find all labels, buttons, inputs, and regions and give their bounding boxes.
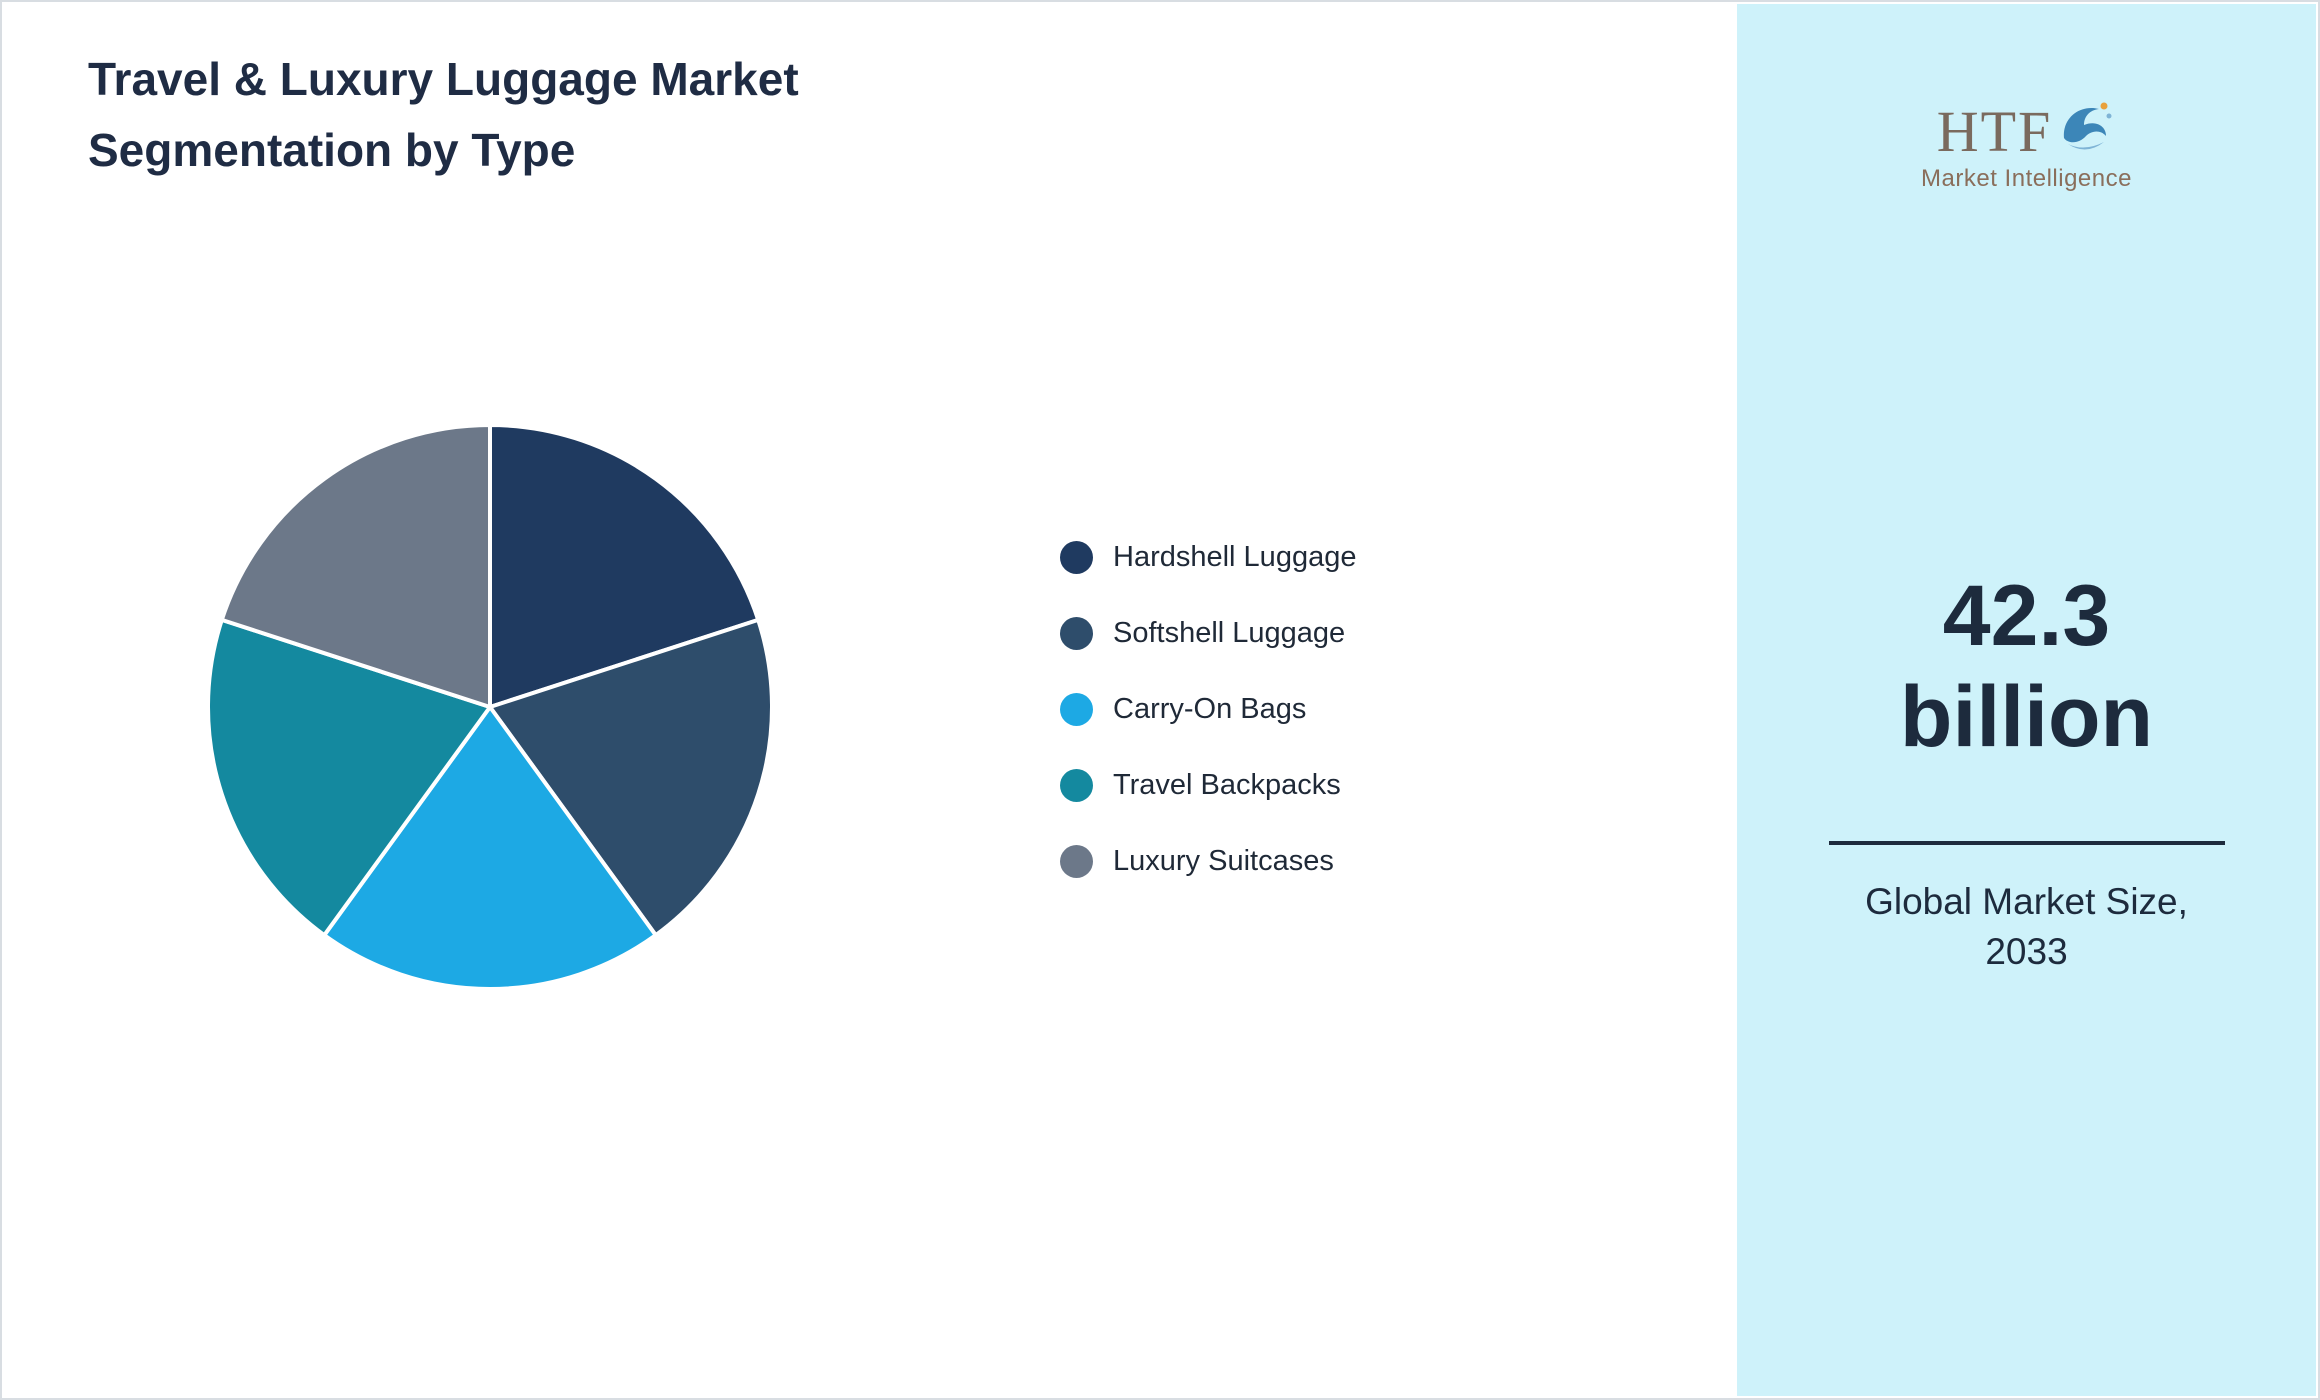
side-panel: HTF Market Intelligence 42.3 billion <box>1737 4 2316 1396</box>
legend-item: Hardshell Luggage <box>1060 540 1356 574</box>
legend-label: Luxury Suitcases <box>1113 844 1334 877</box>
pie-slice-3 <box>206 617 492 938</box>
legend-item: Softshell Luggage <box>1060 616 1356 650</box>
legend-label: Hardshell Luggage <box>1113 540 1357 573</box>
chart-legend: Hardshell Luggage Softshell Luggage Carry-… <box>1060 540 1356 878</box>
stat-value-number: 42.3 <box>1942 568 2111 664</box>
pie-chart-svg <box>206 423 774 991</box>
market-size-stat: 42.3 billion Global Market Size, 2033 <box>1737 566 2316 977</box>
stat-value-unit: billion <box>1899 668 2154 765</box>
stat-value: 42.3 billion <box>1737 566 2316 767</box>
legend-label: Travel Backpacks <box>1113 768 1341 801</box>
legend-color-dot <box>1060 540 1093 574</box>
htf-logo-text: HTF <box>1936 99 2053 164</box>
legend-color-dot <box>1060 616 1093 650</box>
page-title-line2: Segmentation by Type <box>88 124 576 177</box>
page-title-line1: Travel & Luxury Luggage Market <box>88 53 799 105</box>
stat-caption: Global Market Size, 2033 <box>1737 877 2316 977</box>
stat-caption-line1: Global Market Size, <box>1865 881 2188 923</box>
stat-divider <box>1828 841 2225 846</box>
htf-logo-dolphin-icon <box>2054 96 2116 161</box>
legend-item: Travel Backpacks <box>1060 768 1356 802</box>
htf-logo-subtext: Market Intelligence <box>1921 165 2132 192</box>
pie-slice-1 <box>488 617 774 938</box>
pie-chart <box>190 407 790 1007</box>
legend-item: Carry-On Bags <box>1060 692 1356 726</box>
legend-label: Softshell Luggage <box>1113 616 1346 649</box>
legend-item: Luxury Suitcases <box>1060 844 1356 878</box>
legend-color-dot <box>1060 768 1093 802</box>
legend-color-dot <box>1060 844 1093 878</box>
pie-slice-4 <box>219 423 492 709</box>
legend-label: Carry-On Bags <box>1113 692 1307 725</box>
pie-slice-0 <box>488 423 761 709</box>
legend-color-dot <box>1060 692 1093 726</box>
stat-caption-line2: 2033 <box>1985 931 2068 973</box>
htf-logo: HTF Market Intelligence <box>1737 96 2316 193</box>
pie-slice-2 <box>322 705 658 991</box>
page-title: Travel & Luxury Luggage Market Segmentat… <box>88 44 799 187</box>
